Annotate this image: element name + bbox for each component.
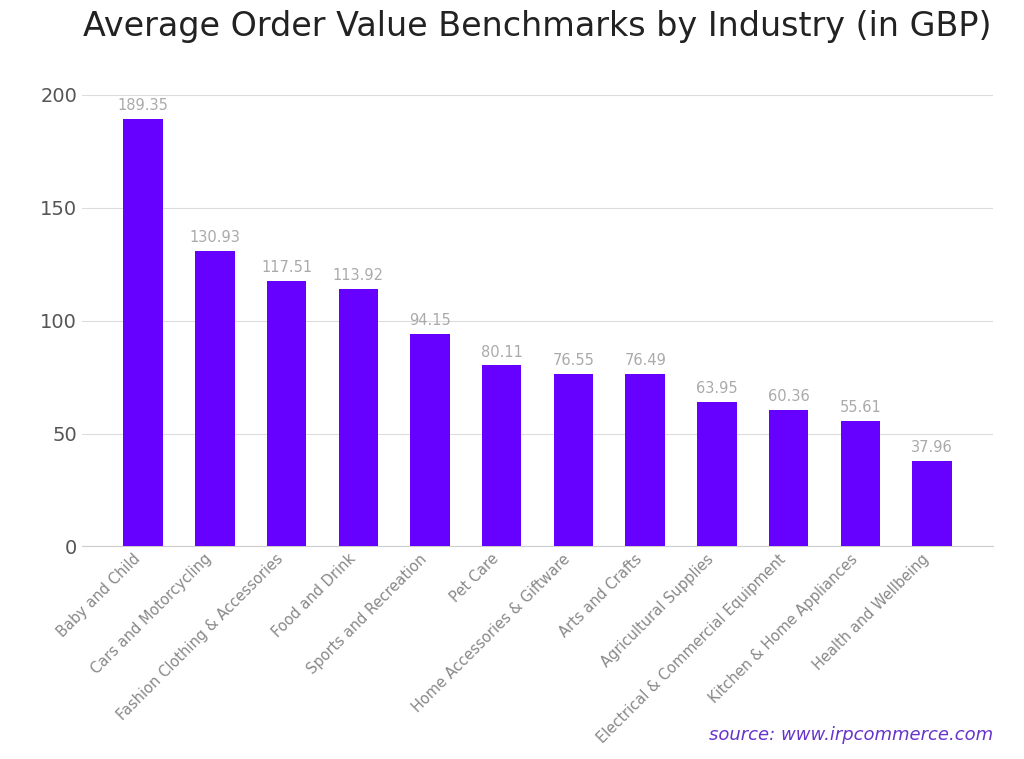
Text: 55.61: 55.61 xyxy=(840,400,882,415)
Text: 60.36: 60.36 xyxy=(768,389,810,405)
Bar xyxy=(554,373,593,546)
Bar xyxy=(123,118,163,546)
Bar xyxy=(339,289,378,546)
Text: 189.35: 189.35 xyxy=(118,98,169,113)
Bar xyxy=(626,373,665,546)
Text: 117.51: 117.51 xyxy=(261,260,312,276)
Bar xyxy=(697,402,736,546)
Text: 130.93: 130.93 xyxy=(189,230,241,245)
Text: 76.49: 76.49 xyxy=(625,353,667,368)
Bar xyxy=(482,366,521,546)
Bar xyxy=(841,420,880,546)
Text: 113.92: 113.92 xyxy=(333,269,384,283)
Text: 76.55: 76.55 xyxy=(553,353,594,368)
Bar xyxy=(912,461,952,546)
Text: source: www.irpcommerce.com: source: www.irpcommerce.com xyxy=(710,726,993,744)
Text: 94.15: 94.15 xyxy=(410,313,451,328)
Text: 63.95: 63.95 xyxy=(696,381,737,396)
Title: Average Order Value Benchmarks by Industry (in GBP): Average Order Value Benchmarks by Indust… xyxy=(83,10,992,43)
Bar xyxy=(267,281,306,546)
Bar xyxy=(196,250,234,546)
Text: 37.96: 37.96 xyxy=(911,440,953,455)
Bar xyxy=(769,410,808,546)
Text: 80.11: 80.11 xyxy=(481,345,522,360)
Bar xyxy=(411,334,450,546)
